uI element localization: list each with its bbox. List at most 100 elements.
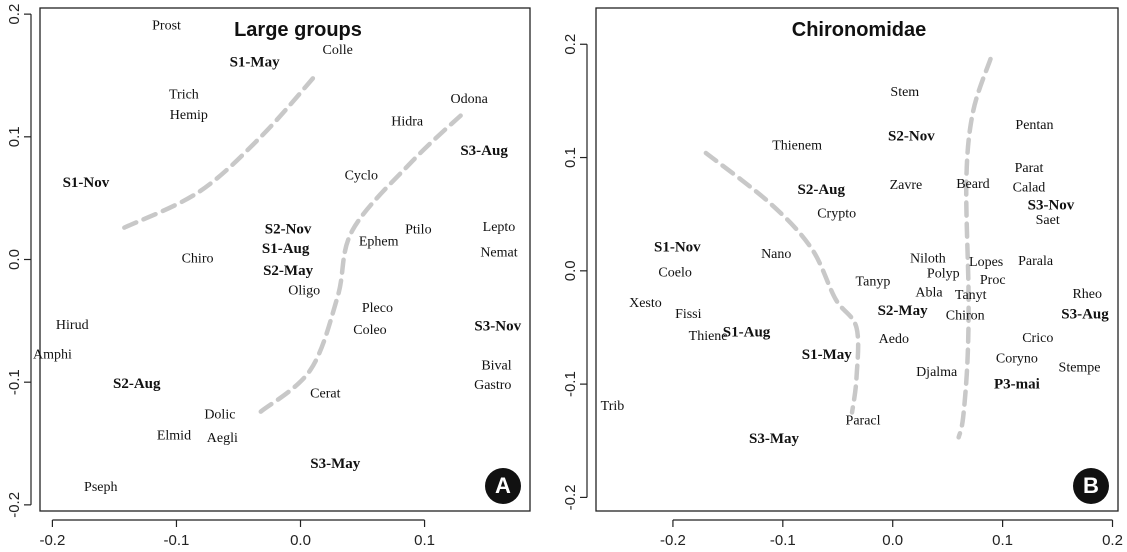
point-label: Cerat — [310, 387, 340, 402]
x-tick-label: 0.2 — [1102, 532, 1123, 549]
chart-title: Chironomidae — [792, 19, 926, 41]
y-tick-label: 0.0 — [6, 249, 23, 270]
point-label: P3-mai — [994, 377, 1040, 393]
point-label: Zavre — [890, 178, 923, 193]
point-label: Coelo — [658, 265, 691, 280]
point-label: Abla — [915, 286, 943, 301]
group-boundary-curve — [122, 73, 318, 230]
point-label: Crypto — [817, 206, 856, 221]
point-label: Bival — [481, 358, 511, 373]
point-label: S3-Aug — [1061, 306, 1109, 322]
point-label: S3-Nov — [1028, 198, 1075, 214]
x-tick-label: -0.1 — [164, 532, 190, 549]
y-tick-label: 0.0 — [562, 260, 579, 281]
point-label: S1-Aug — [262, 241, 310, 257]
point-label: Dolic — [204, 408, 235, 423]
point-label: S1-Aug — [723, 325, 771, 341]
point-label: Elmid — [157, 428, 191, 443]
y-tick-label: 0.1 — [6, 126, 23, 147]
point-label: S3-May — [749, 431, 799, 447]
point-label: S1-May — [802, 347, 852, 363]
point-label: S3-Aug — [460, 143, 508, 159]
y-tick-label: 0.2 — [6, 4, 23, 25]
point-label: S2-Nov — [265, 221, 312, 237]
point-label: S3-Nov — [474, 318, 521, 334]
point-label: Odona — [451, 92, 489, 107]
y-tick-label: 0.2 — [562, 34, 579, 55]
point-label: Proc — [980, 273, 1006, 288]
group-boundary-curve — [258, 110, 467, 414]
point-label: Thienem — [772, 138, 822, 153]
point-label: Parat — [1015, 161, 1044, 176]
point-label: Gastro — [474, 378, 511, 393]
point-label: Lopes — [969, 255, 1003, 270]
point-label: Colle — [323, 43, 353, 58]
point-label: S2-Aug — [113, 376, 161, 392]
point-label: Amphi — [33, 347, 72, 362]
point-label: Tanyt — [955, 288, 987, 303]
group-boundary-curve — [956, 56, 993, 440]
plot-frame — [39, 7, 531, 512]
chart-title: Large groups — [234, 19, 362, 41]
point-label: Niloth — [910, 252, 946, 267]
point-label: Fissi — [675, 307, 702, 322]
point-label: Coryno — [996, 351, 1038, 366]
point-label: Pentan — [1015, 118, 1053, 133]
x-tick-label: -0.1 — [770, 532, 796, 549]
point-label: S1-May — [230, 55, 280, 71]
point-label: Nano — [761, 247, 791, 262]
point-label: Aegli — [207, 431, 238, 446]
point-label: Chiron — [946, 308, 985, 323]
point-label: Djalma — [916, 365, 958, 380]
point-label: Nemat — [480, 246, 517, 261]
point-label: Beard — [956, 177, 989, 192]
panel-badge — [1073, 468, 1109, 504]
point-label: Lepto — [483, 220, 516, 235]
point-label: Hemip — [170, 108, 208, 123]
x-tick-label: 0.0 — [290, 532, 311, 549]
point-label: Hidra — [391, 114, 424, 129]
point-label: Crico — [1022, 331, 1053, 346]
point-label: Prost — [152, 19, 181, 34]
panel-b: -0.2 -0.1 0.0 0.1 0.2 -0.2 -0.1 0.0 0.1 0.2 Chiron… — [562, 7, 1123, 549]
x-tick-label: -0.2 — [39, 532, 65, 549]
point-label: Aedo — [879, 332, 909, 347]
panel-badge-label: A — [495, 473, 511, 498]
point-label: Chiro — [182, 252, 214, 267]
point-label: Ephem — [359, 235, 399, 250]
point-label: Pseph — [84, 480, 117, 495]
y-tick-label: -0.1 — [6, 369, 23, 395]
point-label: Xesto — [629, 296, 662, 311]
point-label: Cyclo — [345, 168, 378, 183]
point-label: S2-Aug — [798, 182, 846, 198]
point-label: Stem — [890, 85, 919, 100]
point-label: S2-May — [878, 303, 928, 319]
point-label: Calad — [1013, 180, 1046, 195]
point-label: S3-May — [310, 456, 360, 472]
point-label: Saet — [1036, 213, 1060, 228]
point-label: Oligo — [288, 284, 320, 299]
point-label: Stempe — [1059, 360, 1101, 375]
x-tick-label: 0.0 — [882, 532, 903, 549]
y-tick-label: -0.2 — [6, 492, 23, 518]
y-tick-label: -0.1 — [562, 371, 579, 397]
point-label: Paracl — [846, 414, 881, 429]
point-label: S2-Nov — [888, 129, 935, 145]
point-label: Rheo — [1072, 287, 1102, 302]
point-label: Polyp — [927, 266, 960, 281]
point-label: Coleo — [353, 323, 386, 338]
point-label: S2-May — [263, 263, 313, 279]
y-tick-label: 0.1 — [562, 147, 579, 168]
x-tick-label: 0.1 — [414, 532, 435, 549]
point-label: S1-Nov — [654, 240, 701, 256]
x-tick-label: 0.1 — [992, 532, 1013, 549]
x-tick-label: -0.2 — [660, 532, 686, 549]
y-tick-label: -0.2 — [562, 484, 579, 510]
plot-frame — [595, 7, 1119, 512]
panel-badge — [485, 468, 521, 504]
point-label: Thiene — [689, 329, 728, 344]
panel-badge-label: B — [1083, 473, 1099, 498]
point-label: Parala — [1018, 254, 1054, 269]
point-label: Tanyp — [856, 274, 891, 289]
